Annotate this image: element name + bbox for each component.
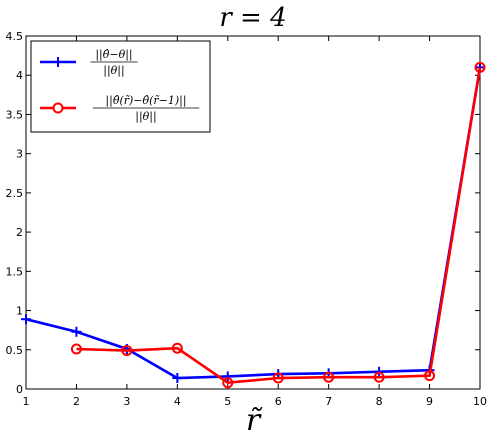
y-tick-label: 1 xyxy=(16,305,23,318)
y-tick-label: 2.5 xyxy=(6,187,24,200)
y-tick-label: 4.5 xyxy=(6,30,24,43)
data-point-circle xyxy=(424,370,436,382)
x-tick-label: 9 xyxy=(426,395,433,408)
chart-title: r = 4 xyxy=(219,3,286,33)
x-tick-label: 7 xyxy=(325,395,332,408)
data-point-plus xyxy=(21,314,31,325)
series-line xyxy=(25,67,482,380)
data-point-plus xyxy=(172,373,183,384)
data-point-circle xyxy=(171,342,183,354)
x-tick-label: 3 xyxy=(123,395,130,408)
y-tick-label: 1.5 xyxy=(6,265,24,278)
data-point-circle xyxy=(121,345,133,357)
y-tick-label: 0 xyxy=(16,383,23,396)
y-tick-label: 2 xyxy=(16,226,23,239)
y-tick-label: 3 xyxy=(16,148,23,161)
x-tick-label: 5 xyxy=(224,395,231,408)
legend-label-denominator: ||θ|| xyxy=(135,110,156,124)
data-point-circle xyxy=(323,371,335,383)
data-point-circle xyxy=(474,61,486,73)
legend-entry-1: ||θ̂−θ|| ||θ|| xyxy=(40,48,138,78)
x-tick-label: 6 xyxy=(275,395,282,408)
data-point-circle xyxy=(70,343,82,355)
legend-label-numerator: ||θ̂−θ|| xyxy=(95,48,132,62)
data-point-circle xyxy=(373,371,385,383)
y-tick-label: 0.5 xyxy=(6,344,24,357)
x-tick-label: 1 xyxy=(23,395,30,408)
legend-entry-2: ||θ̂(r̃)−θ̂(r̃−1)|| ||θ|| xyxy=(40,94,200,124)
data-point-plus xyxy=(71,326,82,337)
x-tick-label: 4 xyxy=(174,395,181,408)
x-axis-label: r̃ xyxy=(246,403,263,438)
series-layer xyxy=(21,61,486,389)
data-point-circle xyxy=(272,372,284,384)
legend-box xyxy=(30,40,211,133)
x-tick-label: 10 xyxy=(473,395,487,408)
x-tick-label: 8 xyxy=(376,395,383,408)
y-tick-label: 3.5 xyxy=(6,108,24,121)
legend-label-numerator: ||θ̂(r̃)−θ̂(r̃−1)|| xyxy=(105,94,186,108)
y-tick-label: 4 xyxy=(16,69,23,82)
data-point-circle xyxy=(222,377,234,389)
x-tick-label: 2 xyxy=(73,395,80,408)
axis-ticks: 1 2 3 4 5 6 7 8 9 10 0 0.5 1 1.5 2 2.5 3 3.5 4 4.5 xyxy=(6,30,488,408)
legend: ||θ̂−θ|| ||θ|| ||θ̂(r̃)−θ̂(r̃−1)|| ||θ|| xyxy=(30,40,211,133)
legend-circle xyxy=(52,102,64,114)
series-line xyxy=(76,67,482,385)
data-point-plus xyxy=(222,371,233,382)
legend-label-denominator: ||θ|| xyxy=(103,64,124,78)
series-2 xyxy=(70,61,486,389)
